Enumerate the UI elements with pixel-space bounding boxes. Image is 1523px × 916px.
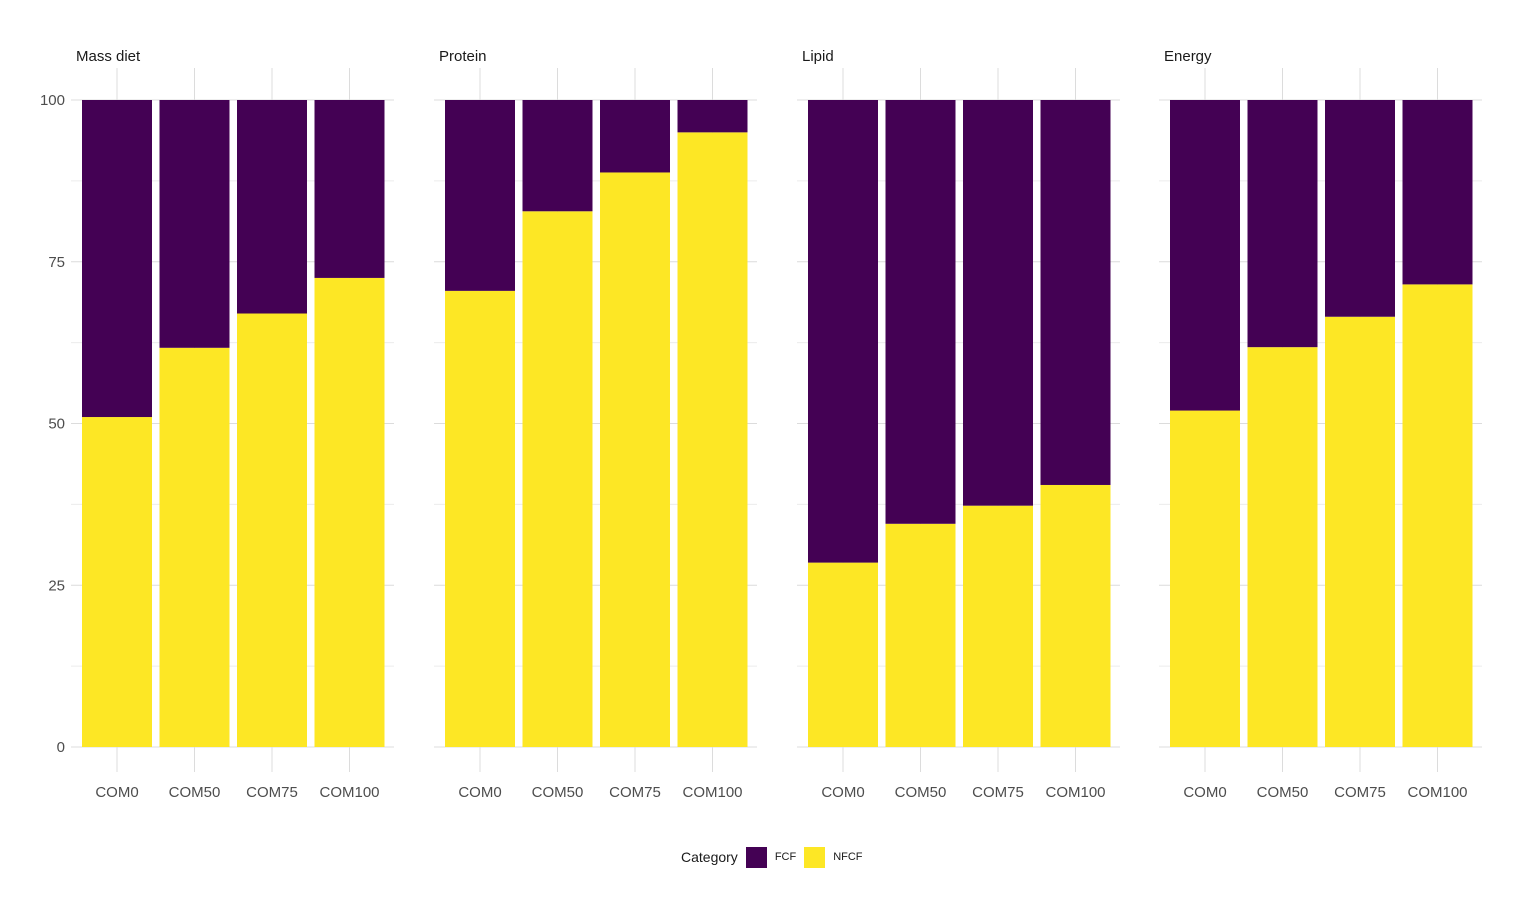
- bar-nfcf: [82, 417, 152, 747]
- bar-nfcf: [677, 132, 748, 748]
- bar-nfcf: [885, 523, 956, 747]
- bar-fcf: [1325, 100, 1395, 317]
- bar-fcf: [1402, 100, 1473, 285]
- bar-nfcf: [1170, 410, 1240, 747]
- y-tick-label: 25: [48, 577, 65, 594]
- y-tick-label: 100: [40, 92, 65, 109]
- bar-fcf: [963, 100, 1033, 506]
- x-tick-label: COM100: [682, 784, 742, 801]
- bar-nfcf: [1325, 316, 1395, 747]
- bar-fcf: [237, 100, 307, 314]
- x-tick-label: COM50: [532, 784, 584, 801]
- bar-nfcf: [1247, 347, 1318, 747]
- legend-label-nfcf: NFCF: [833, 851, 863, 863]
- bar-fcf: [82, 100, 152, 418]
- x-tick-label: COM75: [1334, 784, 1386, 801]
- bar-fcf: [1170, 100, 1240, 411]
- bar-fcf: [314, 100, 385, 278]
- bar-fcf: [159, 100, 230, 348]
- bar-fcf: [600, 100, 670, 173]
- bar-nfcf: [522, 211, 593, 747]
- x-tick-label: COM100: [319, 784, 379, 801]
- legend-title: Category: [681, 849, 738, 865]
- bar-nfcf: [237, 313, 307, 747]
- bar-nfcf: [1040, 484, 1111, 747]
- y-tick-label: 0: [57, 739, 65, 756]
- facet-title: Energy: [1164, 48, 1212, 65]
- legend-key-nfcf: [804, 846, 826, 868]
- legend: Category FCF NFCF: [681, 846, 871, 868]
- y-tick-label: 75: [48, 254, 65, 271]
- x-tick-label: COM0: [458, 784, 501, 801]
- bar-fcf: [522, 100, 593, 212]
- bar-nfcf: [600, 172, 670, 748]
- facet-title: Lipid: [802, 48, 834, 65]
- x-tick-label: COM0: [1183, 784, 1226, 801]
- x-tick-label: COM75: [609, 784, 661, 801]
- bar-fcf: [445, 100, 515, 291]
- y-tick-label: 50: [48, 416, 65, 433]
- facet-title: Mass diet: [76, 48, 141, 65]
- bar-nfcf: [445, 290, 515, 747]
- bar-fcf: [677, 100, 748, 133]
- bar-nfcf: [314, 277, 385, 747]
- bar-fcf: [808, 100, 878, 563]
- bar-fcf: [885, 100, 956, 524]
- x-tick-label: COM50: [169, 784, 221, 801]
- bar-fcf: [1247, 100, 1318, 348]
- bar-nfcf: [963, 505, 1033, 747]
- x-tick-label: COM50: [1257, 784, 1309, 801]
- bar-nfcf: [159, 347, 230, 747]
- legend-key-fcf: [745, 846, 767, 868]
- facet-title: Protein: [439, 48, 487, 65]
- x-tick-label: COM0: [821, 784, 864, 801]
- legend-label-fcf: FCF: [774, 851, 797, 863]
- x-tick-label: COM75: [246, 784, 298, 801]
- bar-nfcf: [1402, 284, 1473, 747]
- x-tick-label: COM0: [95, 784, 138, 801]
- x-tick-label: COM100: [1045, 784, 1105, 801]
- x-tick-label: COM50: [895, 784, 947, 801]
- x-tick-label: COM75: [972, 784, 1024, 801]
- bar-nfcf: [808, 562, 878, 747]
- x-tick-label: COM100: [1407, 784, 1467, 801]
- bar-fcf: [1040, 100, 1111, 485]
